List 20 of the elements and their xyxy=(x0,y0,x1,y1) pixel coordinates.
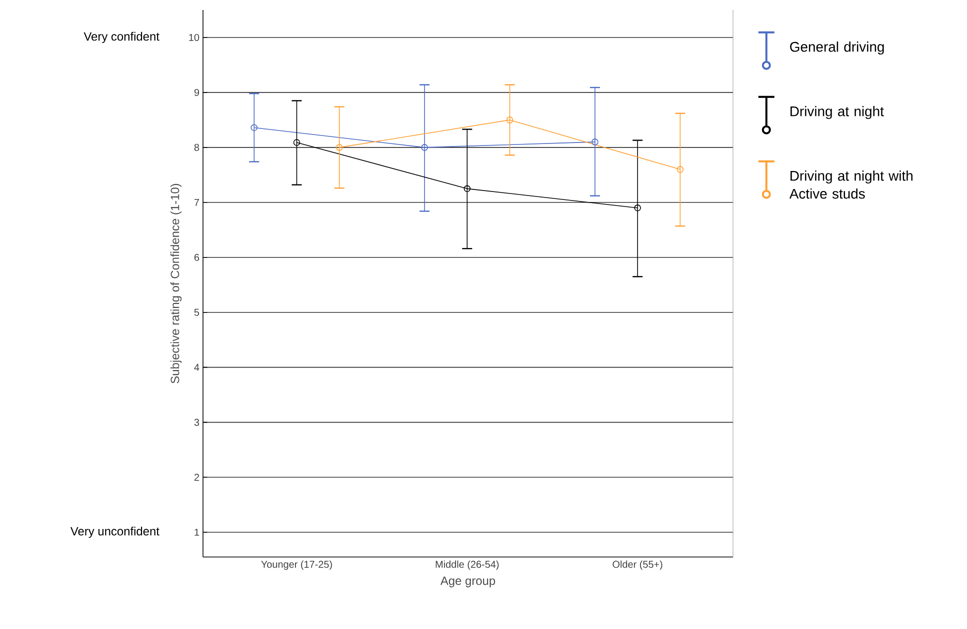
y-axis-title: Subjective rating of Confidence (1-10) xyxy=(170,184,182,384)
legend-label: Driving at night with Active studs xyxy=(789,170,912,199)
y-tick-label: 8 xyxy=(194,144,200,151)
x-tick-label: Middle (26-54) xyxy=(436,560,499,570)
x-axis-title: Age group xyxy=(440,576,496,588)
text: Very confident xyxy=(84,32,160,44)
y-tick-label: 1 xyxy=(194,528,200,536)
x-tick-label: Older (55+) xyxy=(612,560,662,570)
y-tick-label: 4 xyxy=(194,364,200,371)
y-tick-label: 9 xyxy=(194,88,200,96)
y-tick-label: 2 xyxy=(194,474,199,481)
legend-label: General driving xyxy=(790,42,884,55)
y-tick-label: 6 xyxy=(194,254,200,261)
legend-label: Driving at night xyxy=(790,106,884,120)
y-tick-label: 3 xyxy=(194,418,200,426)
text: Very unconfident xyxy=(70,526,160,538)
y-tick-label: 7 xyxy=(194,198,199,206)
x-tick-label: Younger (17-25) xyxy=(261,560,332,570)
y-tick-label: 10 xyxy=(189,34,200,42)
y-tick-label: 5 xyxy=(194,308,200,316)
